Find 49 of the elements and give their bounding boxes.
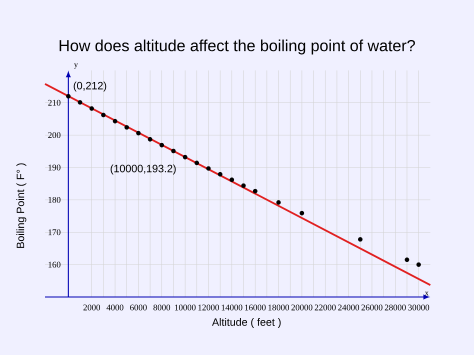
chart-title: How does altitude affect the boiling point of water? [60, 40, 415, 54]
x-tick-label: 26000 [361, 304, 382, 310]
y-tick-label: 160 [48, 262, 60, 268]
point [160, 142, 164, 148]
point [89, 106, 94, 111]
x-tick-label: 22000 [314, 304, 336, 310]
x-tick-label: 20000 [291, 304, 312, 310]
y-axis-title: Boiling Point ( F° ) [16, 163, 26, 248]
point [416, 262, 421, 267]
x-tick-label: 16000 [245, 304, 266, 310]
point [171, 148, 176, 154]
point [230, 178, 234, 182]
point [276, 200, 281, 205]
x-tick-label: 12000 [198, 304, 219, 310]
y-tick-label: 180 [48, 196, 60, 203]
text: y [74, 63, 78, 69]
point [252, 188, 258, 194]
x-tick-label: 4000 [106, 304, 124, 310]
y-tick-label: 170 [48, 229, 60, 236]
point [78, 100, 82, 105]
point [124, 125, 130, 130]
y-tick-label: 210 [48, 100, 60, 106]
point [218, 172, 222, 177]
point [194, 160, 200, 166]
annotation: (0,212) [74, 82, 106, 92]
annotation: (10000,193.2) [110, 164, 176, 174]
x-tick-label: 28000 [384, 304, 406, 310]
point [206, 166, 211, 171]
x-tick-label: 8000 [153, 304, 170, 310]
x-tick-label: 2000 [83, 304, 100, 310]
point [404, 257, 410, 262]
point [136, 130, 141, 136]
x-tick-label: 14000 [222, 304, 242, 310]
point [182, 154, 188, 160]
x-axis-title: Altitude ( feet ) [212, 318, 281, 328]
point [148, 137, 152, 142]
y-tick-label: 200 [48, 132, 60, 138]
annotation: x [424, 292, 429, 296]
x-tick-label: 30000 [408, 304, 430, 310]
point [101, 112, 106, 118]
point [358, 237, 363, 242]
point [241, 183, 246, 188]
x-tick-label: 6000 [130, 304, 147, 310]
point [300, 210, 304, 216]
x-tick-label: 10000 [175, 304, 196, 310]
x-tick-label: 18000 [268, 304, 290, 310]
point [112, 118, 118, 124]
x-tick-label: 24000 [338, 304, 360, 310]
y-tick-label: 190 [48, 164, 60, 170]
